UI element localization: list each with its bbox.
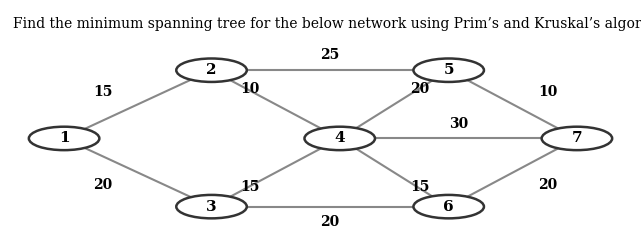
Circle shape	[29, 127, 99, 150]
Text: 4: 4	[335, 131, 345, 146]
Circle shape	[542, 127, 612, 150]
Circle shape	[176, 195, 247, 218]
Text: Find the minimum spanning tree for the below network using Prim’s and Kruskal’s : Find the minimum spanning tree for the b…	[13, 17, 641, 31]
Text: 7: 7	[572, 131, 582, 146]
Text: 1: 1	[59, 131, 69, 146]
Circle shape	[176, 59, 247, 82]
Text: 5: 5	[444, 63, 454, 77]
Text: 15: 15	[240, 181, 260, 195]
Text: 20: 20	[93, 178, 112, 192]
Text: 25: 25	[320, 48, 340, 62]
Text: 10: 10	[538, 85, 558, 98]
Text: 20: 20	[538, 178, 558, 192]
Text: 3: 3	[206, 200, 217, 214]
Circle shape	[304, 127, 375, 150]
Circle shape	[413, 195, 484, 218]
Text: 6: 6	[444, 200, 454, 214]
Text: 20: 20	[320, 215, 340, 229]
Circle shape	[413, 59, 484, 82]
Text: 2: 2	[206, 63, 217, 77]
Text: 15: 15	[93, 85, 112, 98]
Text: 30: 30	[449, 117, 468, 131]
Text: 10: 10	[240, 82, 260, 96]
Text: 15: 15	[410, 181, 429, 195]
Text: 20: 20	[410, 82, 429, 96]
